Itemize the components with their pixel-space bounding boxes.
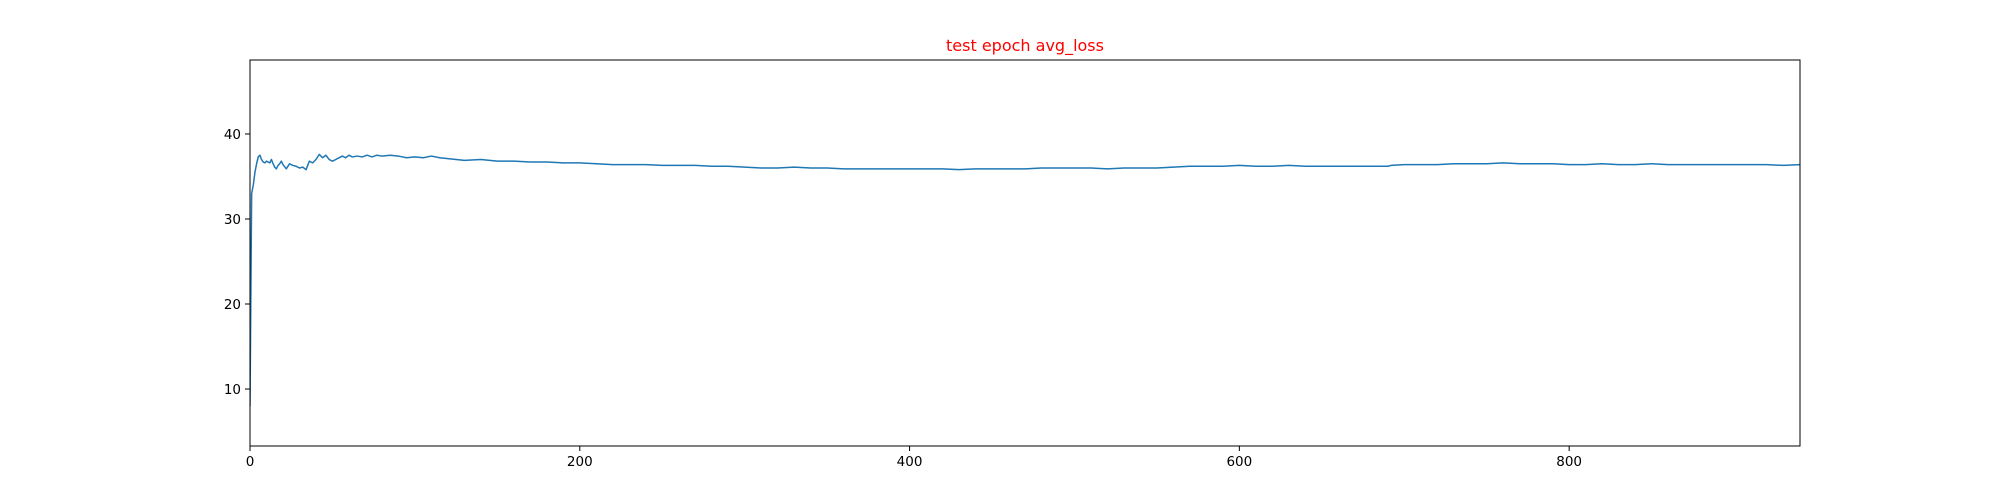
x-tick-label: 400: [897, 454, 923, 470]
y-tick-label: 30: [224, 212, 241, 228]
chart-title: test epoch avg_loss: [946, 36, 1104, 56]
y-tick-label: 10: [224, 382, 241, 398]
plot-area: [250, 153, 1800, 407]
x-tick-label: 600: [1226, 454, 1252, 470]
y-tick-label: 20: [224, 297, 241, 313]
x-tick-label: 800: [1556, 454, 1582, 470]
axes: 0 200 400 600 800 10 20 30 40: [224, 59, 1801, 470]
y-tick-label: 40: [224, 127, 241, 143]
series-line-0: [250, 153, 1800, 407]
x-tick-label: 0: [246, 454, 255, 470]
axes-frame: [249, 59, 1801, 447]
x-tick-label: 200: [567, 454, 593, 470]
